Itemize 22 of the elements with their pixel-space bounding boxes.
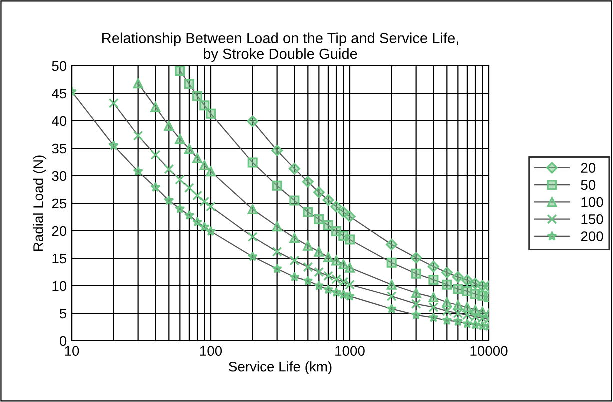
legend-label: 200 xyxy=(581,232,604,242)
y-tick-label: 0 xyxy=(60,336,67,346)
y-tick-label: 5 xyxy=(60,308,67,319)
y-tick-label: 35 xyxy=(52,144,67,154)
y-tick-label: 50 xyxy=(52,61,67,72)
x-tick-label: 100 xyxy=(200,346,222,356)
x-axis-title: Service Life (km) xyxy=(229,362,332,375)
x-tick-label: 10000 xyxy=(470,346,508,356)
y-tick-label: 10 xyxy=(52,281,67,292)
legend-label: 150 xyxy=(582,214,604,224)
y-tick-label: 40 xyxy=(52,116,67,126)
y-tick-label: 30 xyxy=(52,171,67,182)
legend-label: 100 xyxy=(582,197,604,208)
x-tick-label: 1000 xyxy=(336,346,365,356)
chart-title: Relationship Between Load on the Tip and Service Life, by Stroke Double Guide xyxy=(102,32,458,62)
y-tick-label: 45 xyxy=(52,88,67,99)
legend-label: 50 xyxy=(581,180,596,190)
y-axis-title: Radial Load (N) xyxy=(33,156,46,251)
legend-label: 20 xyxy=(581,163,596,173)
y-tick-label: 25 xyxy=(52,198,67,209)
y-tick-label: 15 xyxy=(52,254,67,264)
y-tick-label: 20 xyxy=(52,226,67,236)
